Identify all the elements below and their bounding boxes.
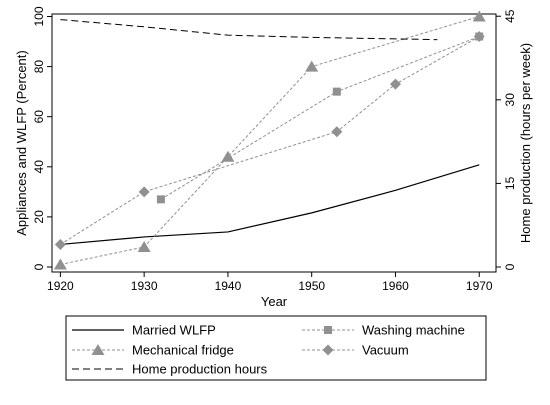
- y-tick-label-left: 60: [32, 110, 46, 124]
- data-point-vacuum: [473, 31, 485, 43]
- x-tick-label: 1950: [298, 279, 325, 293]
- x-tick-label: 1960: [382, 279, 409, 293]
- x-axis: 1920 1930 1940 1950 1960 1970: [47, 272, 493, 293]
- legend-marker-washing-machine: [324, 326, 332, 334]
- data-point-mechanical-fridge: [305, 60, 319, 72]
- legend-label-washing-machine: Washing machine: [362, 323, 465, 338]
- y-tick-label-left: 40: [32, 160, 46, 174]
- x-tick-label: 1970: [466, 279, 493, 293]
- y-axis-title-left: Appliances and WLFP (Percent): [14, 50, 29, 235]
- y-tick-label-right: 45: [503, 9, 517, 23]
- plot-frame: [51, 13, 497, 273]
- y-axis-left: 0 20 40 60 80 100: [32, 6, 52, 270]
- legend-marker-mechanical-fridge: [91, 344, 105, 355]
- y-tick-label-left: 100: [32, 6, 46, 26]
- x-axis-title: Year: [261, 294, 288, 309]
- legend: Married WLFP Washing machine Mechanical fr…: [65, 315, 487, 381]
- series-line-home-production-hours: [60, 19, 438, 41]
- series-line-married-wlfp: [60, 164, 480, 246]
- data-point-vacuum: [54, 238, 66, 250]
- data-point-mechanical-fridge: [472, 10, 486, 22]
- y-tick-label-left: 20: [32, 210, 46, 224]
- data-point-vacuum: [389, 78, 401, 90]
- y-tick-label-right: 15: [503, 176, 517, 190]
- series-line-mechanical-fridge: [60, 16, 480, 265]
- y-tick-label-right: 0: [503, 263, 517, 270]
- data-point-mechanical-fridge: [137, 240, 151, 252]
- y-axis-title-right: Home production (hours per week): [518, 43, 533, 243]
- legend-label-home-production-hours: Home production hours: [132, 362, 268, 377]
- legend-marker-vacuum: [322, 344, 334, 356]
- data-point-washing-machine: [156, 195, 165, 204]
- data-point-mechanical-fridge: [221, 150, 235, 162]
- data-point-vacuum: [331, 126, 343, 138]
- data-point-washing-machine: [332, 87, 341, 96]
- data-point-vacuum: [138, 186, 150, 198]
- y-tick-label-right: 30: [503, 93, 517, 107]
- x-tick-label: 1920: [47, 279, 74, 293]
- y-tick-label-left: 80: [32, 60, 46, 74]
- legend-label-married-wlfp: Married WLFP: [132, 323, 216, 338]
- legend-items: Married WLFP Washing machine Mechanical fr…: [72, 323, 465, 377]
- y-tick-label-left: 0: [32, 263, 46, 270]
- data-point-mechanical-fridge: [53, 258, 67, 270]
- legend-label-vacuum: Vacuum: [362, 343, 409, 358]
- legend-label-mechanical-fridge: Mechanical fridge: [132, 343, 234, 358]
- series-layer: [53, 10, 486, 270]
- y-axis-right: 0 15 30 45: [496, 9, 517, 270]
- legend-box: [65, 315, 487, 381]
- x-tick-label: 1930: [131, 279, 158, 293]
- x-tick-label: 1940: [215, 279, 242, 293]
